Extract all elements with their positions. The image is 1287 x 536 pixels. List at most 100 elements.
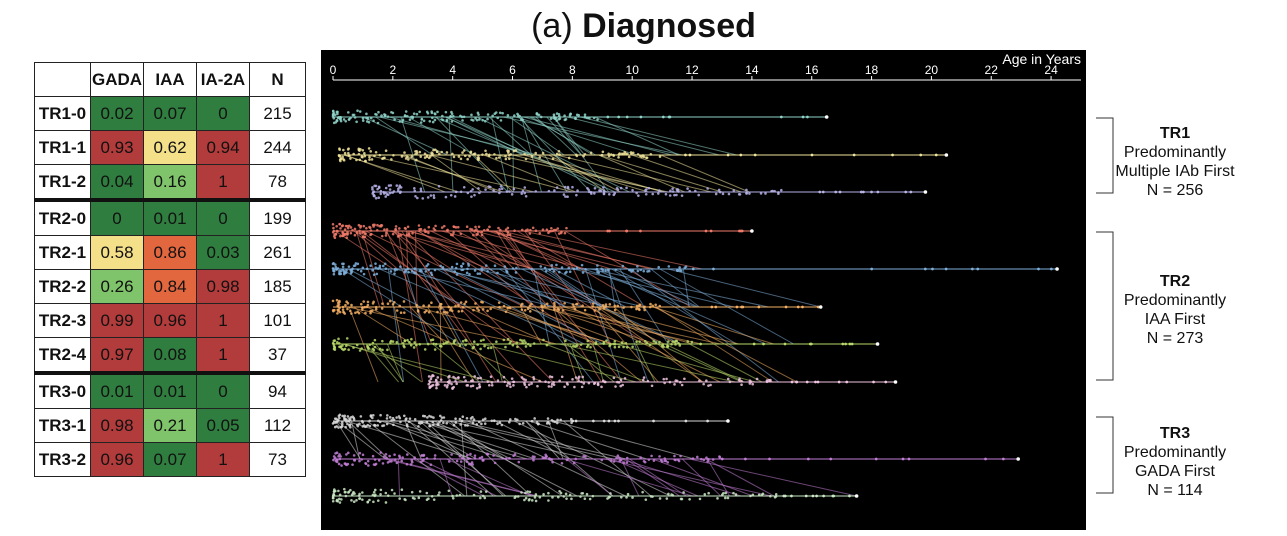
observation-point — [368, 225, 371, 229]
heatmap-cell: 0.16 — [143, 164, 197, 201]
observation-point — [433, 112, 437, 115]
transition-line — [523, 116, 673, 156]
observation-point — [418, 342, 422, 346]
transition-line — [379, 268, 469, 308]
observation-point — [358, 422, 361, 426]
row-label: TR3-1 — [34, 408, 91, 443]
row-label: TR1-1 — [34, 130, 91, 165]
observation-point — [607, 152, 610, 156]
observation-point — [652, 459, 656, 462]
observation-point — [362, 300, 365, 303]
observation-point — [356, 262, 360, 266]
observation-point — [521, 421, 525, 425]
observation-point — [337, 497, 341, 501]
observation-point — [370, 158, 374, 161]
observation-point — [343, 417, 347, 421]
observation-point — [385, 422, 389, 426]
transition-line — [682, 268, 690, 308]
observation-point — [402, 300, 406, 303]
heatmap-cell: 1 — [196, 337, 250, 374]
observation-point — [494, 111, 498, 114]
observation-point — [471, 463, 474, 466]
observation-point — [458, 454, 462, 458]
observation-point — [338, 493, 342, 497]
observation-point — [484, 149, 487, 153]
observation-point — [498, 191, 501, 195]
observation-point — [510, 193, 514, 196]
observation-point — [365, 305, 369, 309]
observation-point — [480, 300, 483, 304]
observation-point — [439, 378, 443, 381]
observation-point — [607, 154, 611, 158]
observation-point — [371, 186, 374, 189]
observation-point — [536, 422, 540, 426]
row-count: 199 — [249, 198, 306, 236]
observation-point — [358, 229, 361, 233]
observation-point — [342, 487, 346, 491]
observation-point — [419, 121, 423, 124]
observation-point — [486, 309, 489, 313]
observation-point — [748, 192, 751, 195]
observation-point — [586, 186, 589, 190]
observation-point — [574, 345, 577, 348]
observation-point — [583, 308, 587, 312]
observation-point — [482, 459, 485, 462]
observation-point — [368, 419, 372, 423]
observation-point — [413, 497, 416, 500]
observation-point — [572, 461, 576, 465]
transition-line — [652, 458, 754, 497]
observation-point — [749, 380, 753, 384]
observation-point — [682, 491, 685, 494]
observation-point — [684, 265, 688, 268]
observation-point — [432, 148, 435, 152]
observation-point — [381, 264, 385, 268]
observation-point — [536, 384, 539, 388]
observation-point — [398, 186, 401, 189]
observation-point — [451, 494, 454, 498]
observation-point — [680, 269, 683, 273]
observation-point — [408, 118, 412, 122]
observation-point — [369, 150, 372, 153]
observation-point — [388, 299, 392, 303]
observation-point — [336, 304, 340, 307]
heatmap-cell: 1 — [196, 303, 250, 338]
observation-point — [476, 307, 479, 310]
observation-point — [401, 118, 405, 122]
transition-line — [342, 343, 494, 383]
observation-point — [422, 453, 426, 457]
observation-point — [339, 455, 342, 458]
row-label: TR2-0 — [34, 198, 91, 236]
observation-point — [821, 190, 825, 194]
observation-point — [615, 456, 618, 460]
transition-line — [583, 268, 697, 308]
observation-point — [543, 304, 546, 308]
observation-point — [461, 306, 465, 309]
observation-point — [665, 497, 669, 500]
heatmap-row: TR2-1 0.58 0.86 0.03 261 — [34, 235, 306, 270]
observation-point — [379, 189, 383, 193]
observation-point — [612, 376, 616, 380]
observation-point — [434, 378, 438, 382]
observation-point — [545, 302, 549, 306]
transition-line — [504, 268, 594, 383]
observation-point — [488, 153, 491, 157]
observation-point — [751, 493, 755, 497]
observation-point — [602, 192, 606, 196]
figure-title: (a) Diagnosed — [0, 4, 1287, 48]
observation-point — [520, 491, 523, 494]
group-brace — [1096, 231, 1114, 381]
track-end-point — [875, 342, 880, 346]
observation-point — [435, 383, 438, 386]
observation-point — [526, 490, 529, 493]
observation-point — [433, 457, 437, 460]
observation-point — [379, 413, 382, 417]
observation-point — [564, 195, 567, 198]
observation-point — [852, 153, 856, 157]
transition-line — [650, 268, 700, 308]
observation-point — [545, 228, 549, 231]
observation-point — [831, 494, 835, 498]
observation-point — [461, 119, 464, 122]
observation-point — [409, 343, 413, 347]
observation-point — [757, 493, 761, 497]
observation-point — [432, 498, 436, 501]
